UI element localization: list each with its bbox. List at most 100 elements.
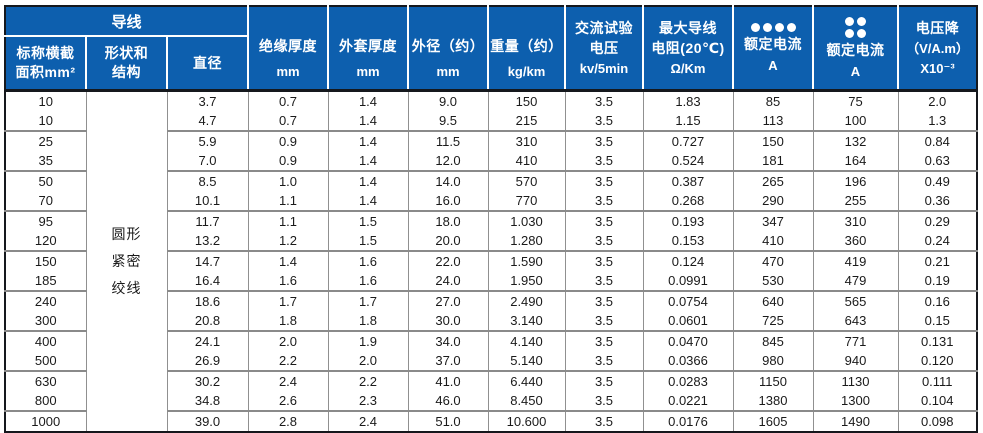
cell-weight: 8.450 xyxy=(488,391,566,411)
cell-voltage-drop: 0.120 xyxy=(920,353,954,368)
cell-voltage-drop: 0.49 xyxy=(898,170,977,191)
cell-insulation-thickness: 1.1 xyxy=(248,210,329,231)
cell-outer-diameter: 16.0 xyxy=(408,191,489,211)
cell-weight: 2.490 xyxy=(488,290,566,311)
cell-rated-current-a: 410 xyxy=(733,231,814,251)
cell-rated-current-a: 640 xyxy=(733,290,814,311)
cell-nominal-area: 10 xyxy=(5,111,87,131)
cell-outer-diameter: 22.0 xyxy=(408,250,489,271)
cell-rated-current-b: 565 xyxy=(813,290,899,311)
cell-nominal-area: 300 xyxy=(5,311,87,331)
table-body: 10 圆形 紧密 绞线 3.7 0.7 1.4 9.0 150 3.5 1.83 85 75 2.0 10 4… xyxy=(5,90,977,432)
cell-diameter: 24.1 xyxy=(167,330,249,351)
header-unit: mm xyxy=(436,64,460,79)
cell-rated-current-b: 771 xyxy=(813,330,899,351)
cell-nominal-area: 10 xyxy=(5,90,87,111)
cell-max-conductor-resistance: 0.727 xyxy=(643,130,734,151)
cell-sheath-thickness: 2.4 xyxy=(328,410,409,432)
header-line: 形状和 xyxy=(104,45,149,61)
cell-nominal-area: 1000 xyxy=(5,410,87,432)
header-voltage-drop: 电压降 （V/A.m） X10⁻³ xyxy=(898,6,977,92)
cell-diameter: 20.8 xyxy=(167,311,249,331)
table-row: 120 13.2 1.2 1.5 20.0 1.280 3.5 0.153 410 360 0.24 xyxy=(5,231,977,251)
cell-rated-current-b: 1300 xyxy=(813,391,899,411)
cell-insulation-thickness: 2.4 xyxy=(248,370,329,391)
shape-cell-line: 绞线 xyxy=(111,280,142,296)
cell-ac-test-voltage: 3.5 xyxy=(565,250,644,271)
cell-voltage-drop: 0.36 xyxy=(924,193,950,208)
cell-ac-test-voltage: 3.5 xyxy=(565,370,644,391)
cell-max-conductor-resistance: 0.193 xyxy=(643,210,734,231)
cell-outer-diameter: 30.0 xyxy=(408,311,489,331)
cell-max-conductor-resistance: 0.0991 xyxy=(643,271,734,291)
cell-sheath-thickness: 1.4 xyxy=(328,130,409,151)
cell-sheath-thickness: 1.6 xyxy=(328,271,409,291)
cell-weight: 1.950 xyxy=(488,271,566,291)
cell-nominal-area: 240 xyxy=(5,290,87,311)
table-row: 25 5.9 0.9 1.4 11.5 310 3.5 0.727 150 132 0.84 xyxy=(5,130,977,151)
header-insulation-thickness: 绝缘厚度 mm xyxy=(248,6,329,92)
header-conductor-group: 导线 xyxy=(5,6,249,37)
header-line: 最大导线 xyxy=(659,19,717,36)
cell-max-conductor-resistance: 0.268 xyxy=(643,191,734,211)
header-unit: Ω/Km xyxy=(670,60,706,76)
header-line: 结构 xyxy=(112,64,141,80)
cell-diameter: 8.5 xyxy=(167,170,249,191)
header-unit: A xyxy=(850,63,861,79)
cell-rated-current-b: 1130 xyxy=(813,370,899,391)
cell-voltage-drop: 2.0 xyxy=(928,94,947,109)
header-unit: mm xyxy=(276,64,300,79)
cell-rated-current-a: 1380 xyxy=(733,391,814,411)
cell-rated-current-b: 196 xyxy=(813,170,899,191)
cell-voltage-drop: 0.29 xyxy=(898,210,977,231)
cell-rated-current-a: 845 xyxy=(733,330,814,351)
cell-insulation-thickness: 0.7 xyxy=(248,90,329,111)
cell-rated-current-b: 419 xyxy=(813,250,899,271)
header-max-conductor-resistance: 最大导线 电阻(20℃) Ω/Km xyxy=(643,6,734,92)
cell-insulation-thickness: 1.0 xyxy=(248,170,329,191)
cell-nominal-area: 70 xyxy=(5,191,87,211)
cell-diameter: 10.1 xyxy=(167,191,249,211)
cell-rated-current-b: 940 xyxy=(813,351,899,371)
cell-voltage-drop: 0.63 xyxy=(924,153,950,168)
cell-rated-current-a: 181 xyxy=(733,151,814,171)
table-row: 10 圆形 紧密 绞线 3.7 0.7 1.4 9.0 150 3.5 1.83 85 75 2.0 xyxy=(5,90,977,432)
cell-diameter: 4.7 xyxy=(167,111,249,131)
cell-sheath-thickness: 1.9 xyxy=(328,330,409,351)
cell-ac-test-voltage: 3.5 xyxy=(565,311,644,331)
cell-weight: 3.140 xyxy=(488,311,566,331)
cell-weight: 10.600 xyxy=(488,410,566,432)
cell-insulation-thickness: 2.0 xyxy=(248,330,329,351)
cell-max-conductor-resistance: 0.124 xyxy=(643,250,734,271)
cell-diameter: 7.0 xyxy=(167,151,249,171)
table-row: 50 8.5 1.0 1.4 14.0 570 3.5 0.387 265 196 0.49 xyxy=(5,170,977,191)
cell-rated-current-b: 310 xyxy=(813,210,899,231)
cell-outer-diameter: 46.0 xyxy=(408,391,489,411)
cell-nominal-area: 500 xyxy=(5,351,87,371)
cell-sheath-thickness: 1.6 xyxy=(328,250,409,271)
cell-max-conductor-resistance: 0.387 xyxy=(643,170,734,191)
cell-ac-test-voltage: 3.5 xyxy=(565,210,644,231)
cell-ac-test-voltage: 3.5 xyxy=(565,191,644,211)
cell-weight: 1.280 xyxy=(488,231,566,251)
cell-rated-current-b: 479 xyxy=(813,271,899,291)
cell-weight: 4.140 xyxy=(488,330,566,351)
header-line: 外径（约） xyxy=(411,38,485,54)
cell-rated-current-a: 470 xyxy=(733,250,814,271)
cell-insulation-thickness: 0.9 xyxy=(248,130,329,151)
cell-ac-test-voltage: 3.5 xyxy=(565,410,644,432)
header-line: 额定电流 xyxy=(744,35,802,52)
cell-sheath-thickness: 1.4 xyxy=(328,170,409,191)
cell-sheath-thickness: 1.7 xyxy=(328,290,409,311)
cell-weight: 410 xyxy=(488,151,566,171)
cell-rated-current-a: 150 xyxy=(733,130,814,151)
cable-spec-table: 导线 绝缘厚度 mm 外套厚度 mm 外径（约） mm 重量（约） kg/km xyxy=(4,5,978,433)
cell-weight: 6.440 xyxy=(488,370,566,391)
table-row: 95 11.7 1.1 1.5 18.0 1.030 3.5 0.193 347 310 0.29 xyxy=(5,210,977,231)
cell-diameter: 39.0 xyxy=(167,410,249,432)
cell-weight: 1.590 xyxy=(488,250,566,271)
cell-diameter: 16.4 xyxy=(167,271,249,291)
cell-ac-test-voltage: 3.5 xyxy=(565,290,644,311)
cell-voltage-drop: 0.19 xyxy=(924,273,950,288)
